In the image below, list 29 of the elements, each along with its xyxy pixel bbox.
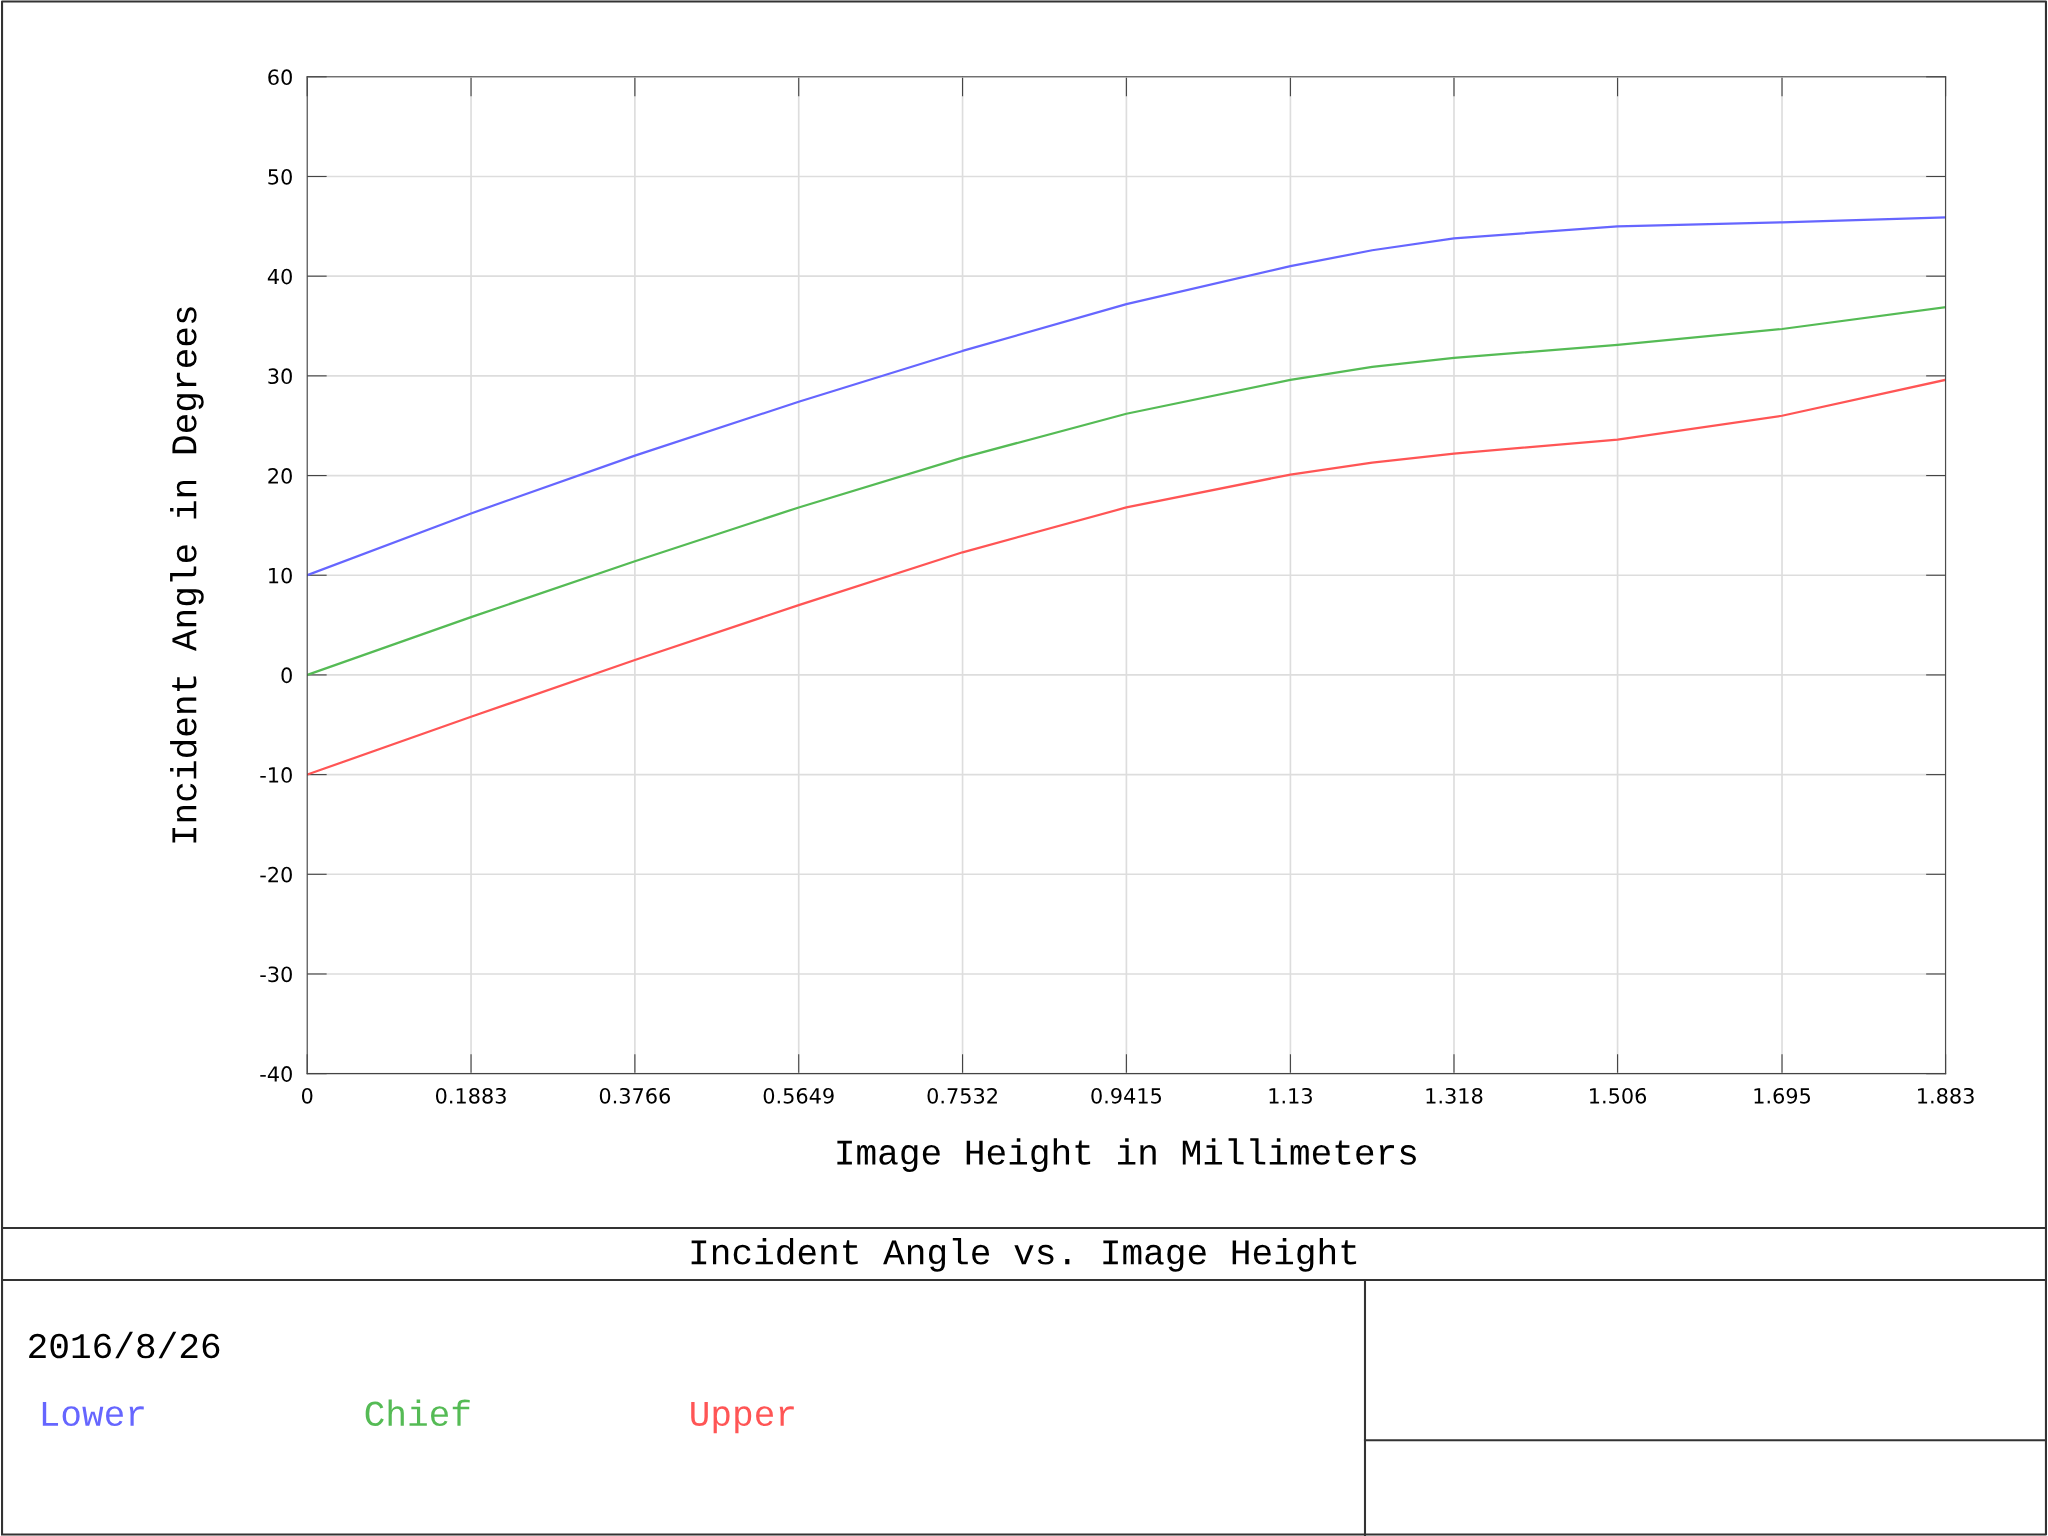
y-tick-label: 50	[268, 168, 292, 185]
y-tick-label: -10	[260, 767, 292, 783]
y-tick-label: -20	[260, 866, 292, 883]
x-tick-label: 0	[301, 1087, 313, 1104]
x-tick-label: 0.3766	[599, 1087, 671, 1104]
x-tick-label: 1.506	[1590, 1087, 1647, 1104]
text: Lower	[42, 1401, 144, 1427]
y-tick-label: 10	[269, 567, 292, 584]
y-axis-title: Incident Angle in Degrees	[170, 307, 204, 843]
y-tick-label: 0	[281, 667, 292, 684]
y-tick-label: 40	[267, 268, 292, 285]
y-tick-label: -30	[260, 966, 292, 983]
x-tick-label: 1.695	[1754, 1087, 1811, 1104]
x-tick-label: 0.9415	[1091, 1087, 1162, 1104]
x-tick-label: 1.318	[1426, 1087, 1483, 1104]
text: Upper	[691, 1401, 794, 1434]
text: Incident Angle vs. Image Height	[691, 1238, 1357, 1272]
x-tick-label: 1.883	[1918, 1087, 1974, 1104]
y-tick-label: 20	[268, 468, 292, 484]
x-tick-label: 0.5649	[763, 1087, 834, 1104]
text: Chief	[365, 1399, 470, 1427]
y-tick-label: 30	[268, 368, 292, 385]
x-tick-label: 0.7532	[927, 1087, 997, 1104]
text: 2016/8/26	[29, 1331, 220, 1359]
y-tick-label: 60	[268, 69, 292, 86]
y-tick-label: -40	[260, 1066, 292, 1082]
x-axis-title: Image Height in Millimeters	[837, 1138, 1416, 1172]
x-tick-label: 0.1883	[435, 1087, 506, 1104]
x-tick-label: 1.13	[1269, 1087, 1312, 1104]
